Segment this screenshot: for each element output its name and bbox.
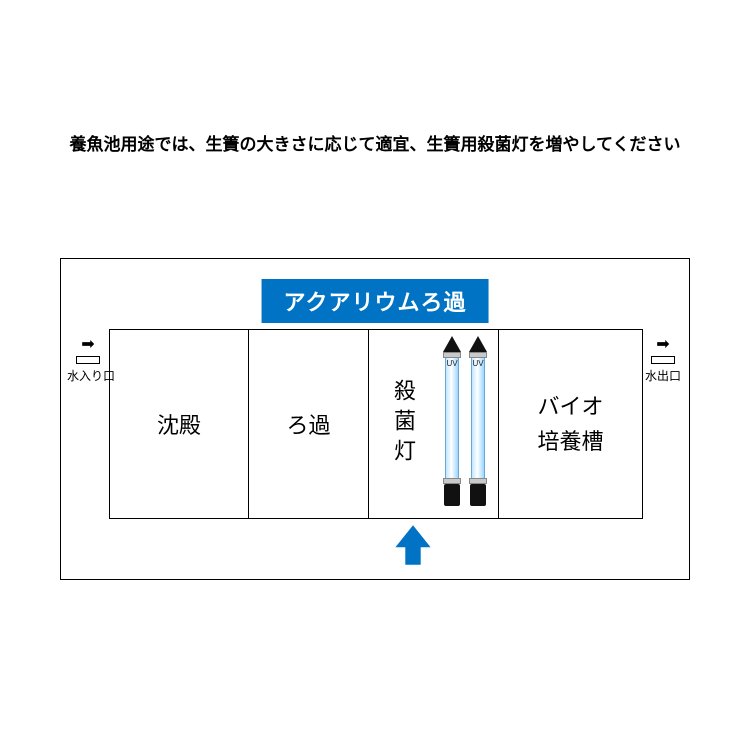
chamber-row: 沈殿 ろ過 殺菌灯 UV UV	[109, 329, 643, 519]
uv-lamp-pair: UV UV	[442, 336, 488, 514]
lamp-tube	[471, 358, 485, 478]
uv-lamp: UV	[442, 336, 462, 514]
filtration-diagram: アクアリウムろ過 ➡ 水入り口 ➡ 水出口 沈殿 ろ過 殺菌灯 UV	[60, 258, 690, 580]
chamber-bio-culture: バイオ 培養槽	[499, 329, 643, 519]
chamber-label: ろ過	[286, 408, 330, 440]
lamp-cap-icon	[443, 336, 461, 352]
chamber-filtration: ろ過	[249, 329, 369, 519]
outlet-arrow-icon: ➡	[641, 337, 685, 353]
instruction-text: 養魚池用途では、生簀の大きさに応じて適宜、生簀用殺菌灯を増やしてください	[0, 130, 750, 155]
lamp-text: UV	[472, 360, 483, 368]
outlet-label: 水出口	[641, 367, 685, 384]
chamber-uv-sterilizer: 殺菌灯 UV UV	[369, 329, 499, 519]
lamp-tube	[445, 358, 459, 478]
pointer-arrow-icon	[391, 523, 435, 567]
chamber-label: 沈殿	[157, 408, 201, 440]
inlet-arrow-icon: ➡	[67, 337, 109, 353]
inlet-port	[76, 356, 100, 364]
uv-lamp: UV	[468, 336, 488, 514]
water-outlet: ➡ 水出口	[641, 337, 685, 384]
chamber-label: 殺菌灯	[387, 379, 419, 469]
water-inlet: ➡ 水入り口	[67, 337, 109, 384]
outlet-port	[651, 356, 675, 364]
lamp-text: UV	[446, 360, 457, 368]
chamber-label-line1: バイオ	[537, 389, 603, 424]
chamber-label-line2: 培養槽	[537, 424, 603, 459]
lamp-base-icon	[470, 484, 486, 506]
chamber-sedimentation: 沈殿	[109, 329, 249, 519]
lamp-cap-icon	[469, 336, 487, 352]
inlet-label: 水入り口	[67, 367, 109, 384]
diagram-title: アクアリウムろ過	[262, 279, 489, 323]
lamp-base-icon	[444, 484, 460, 506]
